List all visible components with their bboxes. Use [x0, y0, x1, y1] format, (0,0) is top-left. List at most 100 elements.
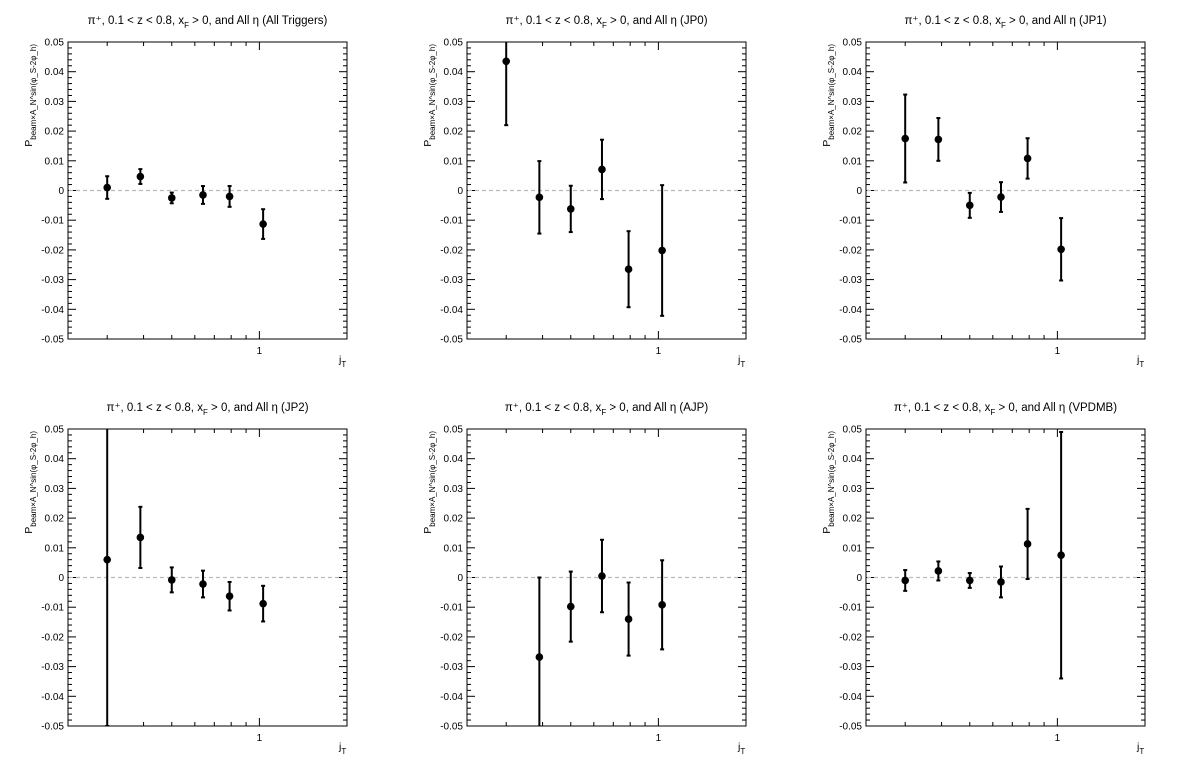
data-point [259, 599, 267, 608]
y-tick-label: -0.03 [41, 662, 64, 673]
data-point [103, 555, 112, 564]
x-tick-label: 1 [257, 346, 263, 357]
y-tick-label: -0.02 [41, 632, 64, 643]
y-tick-label: 0.02 [444, 514, 464, 525]
y-tick-label: -0.02 [440, 632, 463, 643]
y-tick-label: 0.02 [843, 127, 863, 138]
data-points [103, 429, 267, 726]
y-tick-label: -0.04 [41, 692, 64, 703]
y-axis-label: Pbeam×A_N^sin(φ_S-2φ_h) [422, 431, 437, 534]
y-tick-label: -0.03 [440, 275, 463, 286]
y-tick-label: 0.03 [444, 97, 464, 108]
y-tick-label: 0 [856, 186, 862, 197]
x-axis-label: jT [1136, 741, 1144, 756]
y-tick-label: -0.03 [839, 662, 862, 673]
data-point [259, 220, 267, 228]
y-tick-label: 0.02 [45, 514, 65, 525]
x-tick-label: 1 [656, 346, 662, 357]
chart-title: π⁺, 0.1 < z < 0.8, xF > 0, and All η (AJ… [505, 402, 709, 417]
panel-6: π⁺, 0.1 < z < 0.8, xF > 0, and All η (VP… [821, 402, 1146, 756]
y-tick-label: -0.04 [440, 305, 463, 316]
y-tick-label: -0.05 [41, 335, 64, 346]
data-point [658, 601, 666, 609]
y-tick-label: 0.04 [45, 67, 65, 78]
y-axis-label: Pbeam×A_N^sin(φ_S-2φ_h) [422, 44, 437, 147]
y-tick-label: 0.03 [45, 97, 65, 108]
y-tick-label: -0.02 [440, 245, 463, 256]
plot-frame [466, 41, 747, 340]
y-tick-label: 0.03 [843, 97, 863, 108]
y-tick-label: 0 [457, 573, 463, 584]
y-axis-label: Pbeam×A_N^sin(φ_S-2φ_h) [821, 431, 836, 534]
y-axis-label: Pbeam×A_N^sin(φ_S-2φ_h) [821, 44, 836, 147]
y-tick-label: -0.02 [839, 632, 862, 643]
y-tick-label: 0.03 [843, 484, 863, 495]
y-tick-label: 0 [856, 573, 862, 584]
data-point [901, 576, 910, 585]
data-point [167, 194, 176, 202]
data-point [965, 576, 974, 585]
y-tick-label: 0.05 [444, 425, 464, 436]
y-tick-label: 0.05 [843, 38, 863, 49]
y-tick-label: -0.02 [839, 245, 862, 256]
panel-3: π⁺, 0.1 < z < 0.8, xF > 0, and All η (JP… [821, 15, 1146, 369]
panel-2: π⁺, 0.1 < z < 0.8, xF > 0, and All η (JP… [422, 15, 747, 369]
y-axis-label: Pbeam×A_N^sin(φ_S-2φ_h) [23, 431, 38, 534]
y-tick-label: -0.04 [440, 692, 463, 703]
y-tick-label: 0.02 [444, 127, 464, 138]
y-axis-label: Pbeam×A_N^sin(φ_S-2φ_h) [23, 44, 38, 147]
data-point [566, 205, 575, 213]
data-points [103, 168, 267, 240]
y-tick-label: -0.04 [41, 305, 64, 316]
data-point [624, 615, 633, 623]
data-point [535, 193, 544, 202]
x-tick-label: 1 [257, 733, 263, 744]
y-tick-label: 0.03 [444, 484, 464, 495]
x-axis-label: jT [737, 741, 745, 756]
x-axis-label: jT [737, 354, 745, 369]
y-tick-label: 0.05 [444, 38, 464, 49]
data-points [901, 93, 1065, 282]
y-tick-label: -0.03 [440, 662, 463, 673]
data-point [136, 533, 145, 542]
panel-1: π⁺, 0.1 < z < 0.8, xF > 0, and All η (Al… [23, 15, 348, 369]
chart-title: π⁺, 0.1 < z < 0.8, xF > 0, and All η (VP… [894, 402, 1117, 417]
y-tick-label: -0.02 [41, 245, 64, 256]
y-tick-label: -0.04 [839, 692, 862, 703]
data-point [965, 201, 974, 210]
data-points [535, 538, 666, 726]
data-point [535, 653, 544, 661]
data-point [901, 134, 910, 143]
panel-5: π⁺, 0.1 < z < 0.8, xF > 0, and All η (AJ… [422, 402, 747, 756]
y-tick-label: 0.04 [444, 67, 464, 78]
y-tick-label: 0.01 [843, 156, 863, 167]
y-tick-label: 0.01 [45, 543, 65, 554]
data-point [624, 265, 633, 274]
y-tick-label: -0.05 [440, 722, 463, 733]
x-axis-label: jT [338, 741, 346, 756]
data-point [1023, 540, 1032, 548]
chart-title: π⁺, 0.1 < z < 0.8, xF > 0, and All η (JP… [505, 15, 707, 30]
data-point [934, 567, 943, 575]
y-tick-label: -0.01 [440, 603, 463, 614]
y-tick-label: 0 [457, 186, 463, 197]
data-point [167, 576, 176, 584]
chart-title: π⁺, 0.1 < z < 0.8, xF > 0, and All η (JP… [106, 402, 308, 417]
y-tick-label: 0.02 [45, 127, 65, 138]
data-point [598, 165, 606, 174]
data-point [136, 172, 145, 181]
plot-frame [466, 428, 747, 727]
data-point [103, 183, 112, 192]
y-tick-label: 0.02 [843, 514, 863, 525]
data-point [502, 57, 511, 66]
data-point [225, 592, 234, 601]
data-point [1023, 154, 1032, 163]
y-tick-label: 0 [58, 186, 64, 197]
y-tick-label: -0.01 [839, 216, 862, 227]
panel-4: π⁺, 0.1 < z < 0.8, xF > 0, and All η (JP… [23, 402, 348, 756]
data-point [598, 572, 606, 580]
y-tick-label: 0.04 [843, 67, 863, 78]
y-tick-label: 0.04 [444, 454, 464, 465]
y-tick-label: -0.03 [839, 275, 862, 286]
